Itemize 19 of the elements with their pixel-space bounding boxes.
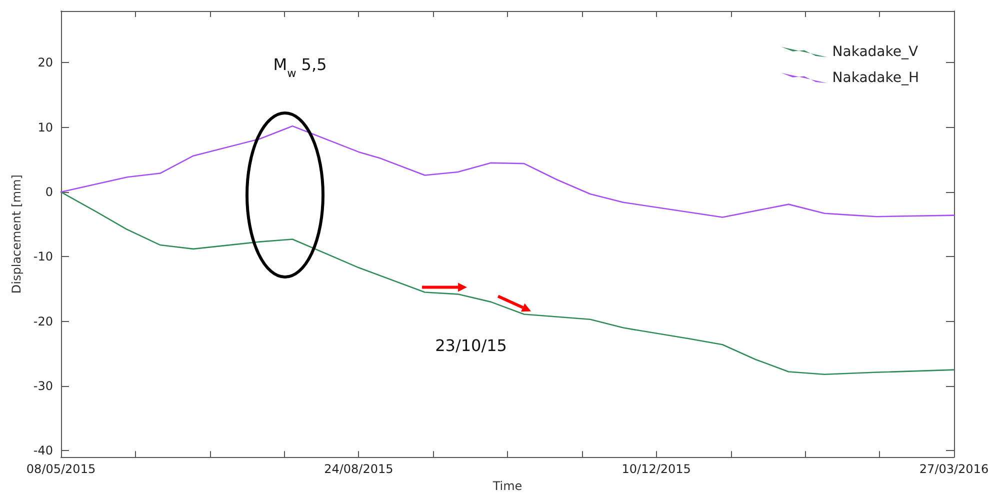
y-tick-label: 10 [38, 120, 53, 134]
y-tick-label: 20 [38, 56, 53, 70]
line-series [60, 125, 955, 218]
annotation: 23/10/15 [435, 336, 507, 356]
legend-label: Nakadake_H [832, 70, 920, 86]
y-tick-label: -20 [33, 314, 53, 328]
annotation: M$_{w}$ 5,5 [273, 55, 327, 80]
x-tick-label: 08/05/2015 [26, 462, 96, 476]
line-series [60, 191, 955, 375]
x-tick-label: 10/12/2015 [622, 462, 691, 476]
x-tick-label: 24/08/2015 [324, 462, 394, 476]
legend-label: Nakadake_V [832, 44, 918, 60]
y-tick-label: 0 [45, 185, 53, 200]
x-axis-title: Time [492, 479, 522, 493]
x-tick-label: 27/03/2016 [919, 462, 989, 476]
y-axis-title: Displacement [mm] [10, 174, 24, 294]
y-tick-label: -40 [33, 444, 53, 458]
y-tick-label: -10 [33, 250, 53, 264]
y-tick-label: -30 [33, 378, 53, 393]
